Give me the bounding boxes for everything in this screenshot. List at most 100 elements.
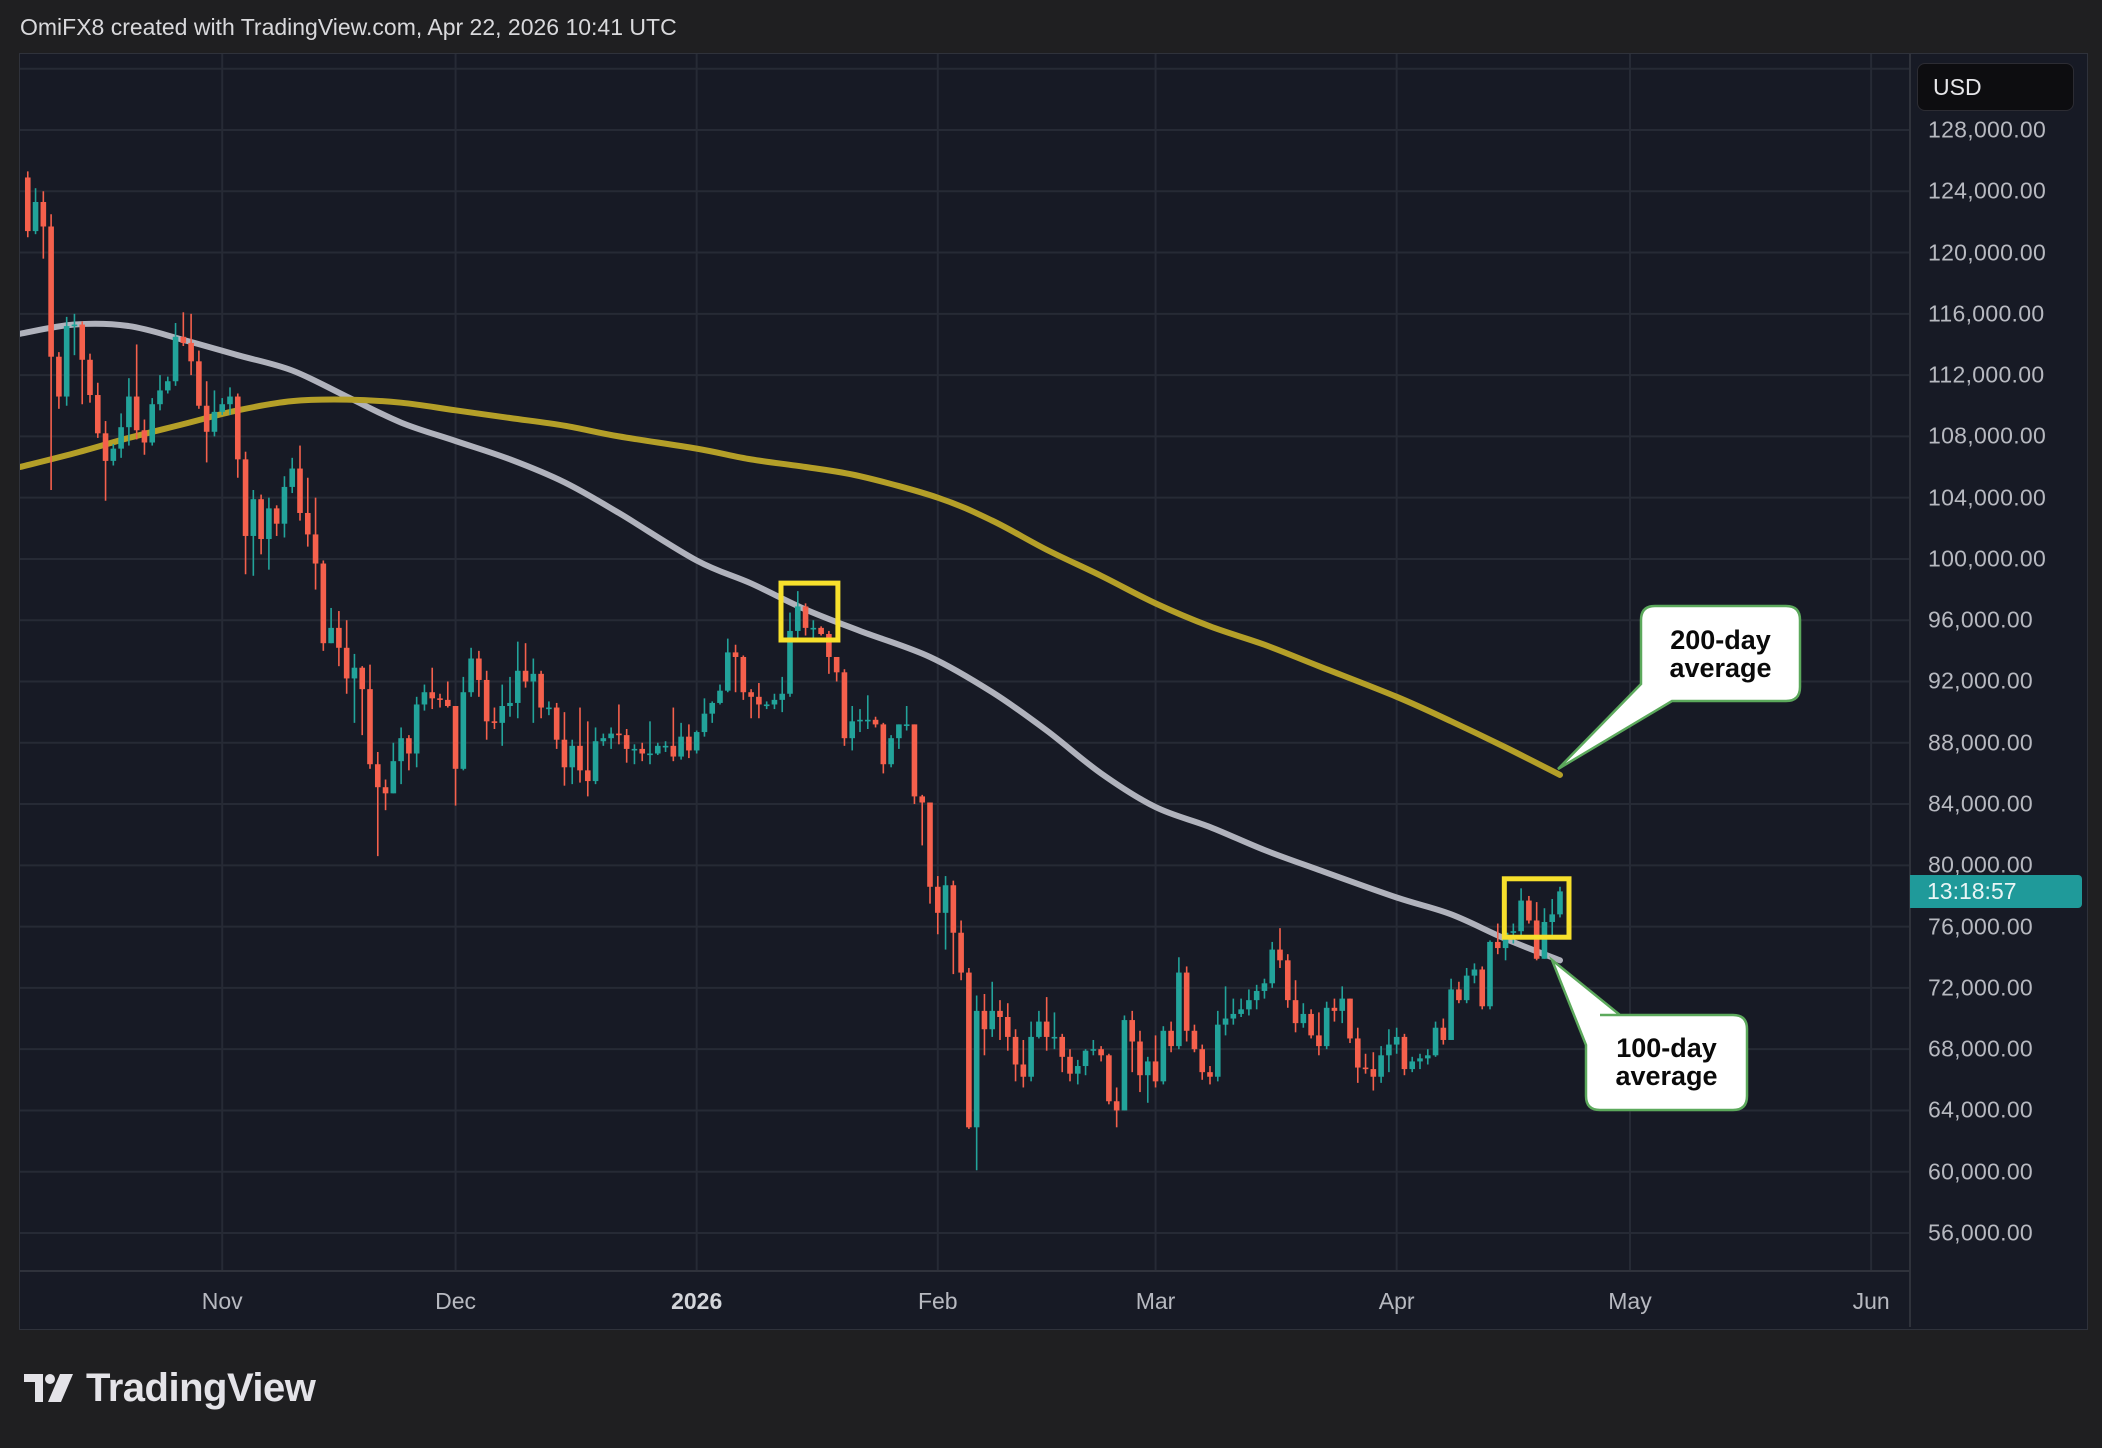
candle-body (833, 656, 840, 673)
candle-down (196, 350, 202, 409)
candle-down (670, 707, 677, 762)
candle-body (662, 745, 669, 748)
candle-body (188, 342, 194, 362)
candle-body (693, 732, 700, 751)
candle-body (1246, 1000, 1252, 1010)
candle-body (1059, 1036, 1066, 1057)
candle-up (1214, 1010, 1221, 1082)
candle-body (973, 1010, 980, 1128)
candle-up (592, 727, 599, 785)
candle-up (569, 739, 576, 785)
candle-up (351, 653, 358, 723)
ma200-line (20, 396, 1563, 778)
candle-body (1051, 1036, 1058, 1039)
callout-ma200-line2: average (1669, 653, 1772, 683)
candle-up (864, 695, 871, 729)
candle-down (841, 669, 848, 746)
candle-body (1323, 1007, 1330, 1047)
candle-up (763, 701, 770, 710)
candle-down (40, 191, 47, 259)
candle-body (748, 692, 754, 697)
candle-down (966, 967, 972, 1129)
candle-down (1494, 923, 1501, 955)
candle-down (1308, 1009, 1314, 1039)
candle-down (1137, 1030, 1143, 1093)
candle-body (1269, 949, 1276, 984)
candle-body (1487, 941, 1493, 1007)
bar-countdown-label: 13:18:57 (1910, 875, 2082, 909)
candle-body (546, 707, 552, 710)
candle-body (1432, 1027, 1439, 1056)
candle-down (880, 722, 887, 774)
candle-body (701, 713, 708, 733)
candle-up (1417, 1053, 1423, 1070)
candle-up (514, 641, 521, 719)
price-tick-label: 88,000.00 (1928, 729, 2034, 756)
candle-body (530, 673, 537, 682)
candle-up (1471, 963, 1478, 984)
candle-down (141, 419, 148, 455)
candle-body (1121, 1020, 1128, 1111)
candle-down (997, 1000, 1003, 1040)
candle-body (1370, 1069, 1377, 1077)
candle-body (180, 336, 187, 343)
candle-body (709, 702, 716, 714)
candle-body (623, 735, 630, 749)
candle-body (390, 761, 397, 794)
candle-up (460, 676, 467, 771)
callout-ma200 (1557, 604, 1802, 771)
candle-down (258, 494, 264, 555)
time-tick-label: 2026 (671, 1288, 723, 1314)
candle-down (623, 728, 630, 763)
candle-up (421, 684, 428, 711)
candle-up (1463, 967, 1470, 1004)
candle-body (1168, 1030, 1174, 1047)
candle-body (911, 724, 918, 797)
candle-up (1246, 989, 1252, 1016)
candle-down (756, 683, 762, 719)
candle-body (56, 356, 62, 397)
candle-up (1222, 986, 1229, 1036)
tradingview-logo[interactable]: TradingView (24, 1366, 316, 1410)
candle-body (826, 634, 832, 657)
candle-body (413, 704, 420, 754)
price-tick-label: 76,000.00 (1928, 913, 2034, 940)
candle-down (833, 656, 840, 682)
candle-down (273, 505, 280, 536)
candle-body (1129, 1020, 1136, 1042)
currency-selector[interactable]: USD (1917, 63, 2074, 111)
candle-down (927, 802, 933, 904)
candle-up (654, 742, 661, 756)
candle-up (678, 722, 684, 760)
candle-body (211, 411, 218, 432)
candle-body (476, 658, 482, 680)
candle-up (164, 376, 171, 394)
candle-up (1090, 1039, 1097, 1056)
candle-up (1261, 978, 1268, 999)
candle-body (1020, 1064, 1027, 1077)
price-tick-label: 116,000.00 (1928, 300, 2045, 327)
candle-body (647, 753, 653, 756)
candle-body (1463, 975, 1470, 1001)
candle-up (1323, 1001, 1330, 1050)
candle-body (359, 667, 366, 690)
candle-body (126, 396, 132, 428)
candle-body (654, 745, 661, 754)
candle-body (1510, 931, 1517, 933)
candle-down (1347, 998, 1353, 1044)
candle-up (328, 607, 334, 644)
candle-body (421, 692, 428, 705)
candle-body (172, 336, 179, 382)
candle-up (110, 444, 117, 466)
candle-body (1494, 941, 1501, 949)
candle-body (553, 707, 560, 740)
candle-body (1176, 972, 1182, 1047)
candle-up (1448, 978, 1454, 1040)
time-tick-label: Mar (1135, 1288, 1176, 1314)
candle-down (48, 214, 54, 490)
candle-down (1129, 1010, 1136, 1073)
highlight-box (778, 580, 841, 643)
candle-body (87, 359, 93, 396)
candle-up (631, 744, 638, 765)
